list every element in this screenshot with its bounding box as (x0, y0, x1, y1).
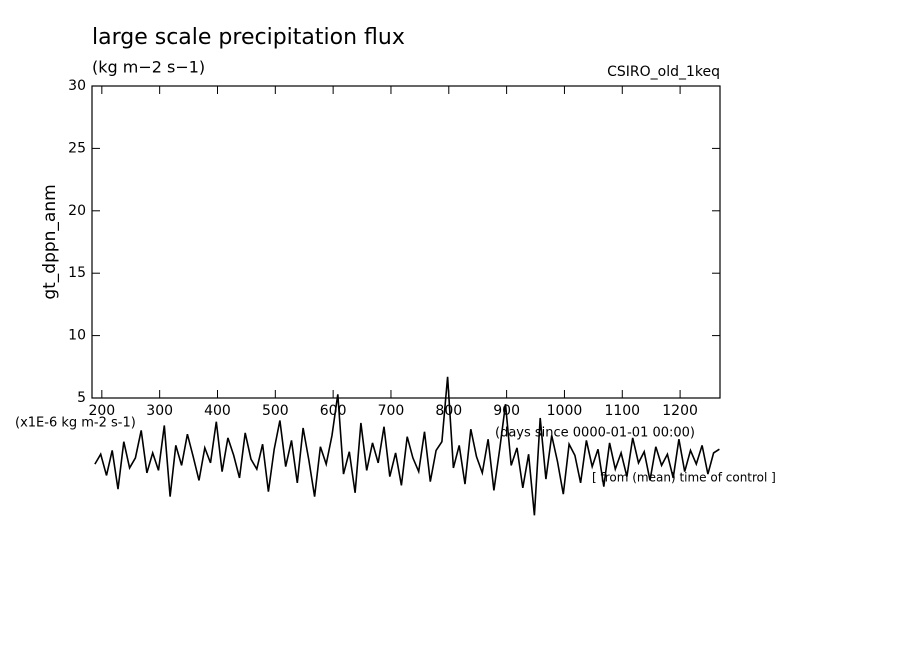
x-tick-label: 600 (320, 403, 347, 419)
x-tick-label: 1000 (547, 403, 583, 419)
y-axis-label: gt_dppn_anm (40, 184, 60, 299)
plot-frame (91, 85, 721, 399)
y-tick-label: 15 (68, 265, 86, 281)
x-tick-label: 1100 (604, 403, 640, 419)
x-tick-label: 700 (378, 403, 405, 419)
y-tick-label: 20 (68, 203, 86, 219)
data-line (94, 376, 720, 516)
y-tick-label: 30 (68, 78, 86, 94)
source-label: CSIRO_old_1keq (607, 64, 720, 80)
x-tick-label: 200 (88, 403, 115, 419)
y-tick-label: 10 (68, 328, 86, 344)
x-tick-label: 300 (146, 403, 173, 419)
note: [ from (mean) time of control ] (592, 471, 776, 485)
y-tick-label: 5 (77, 390, 86, 406)
unit-label: (x1E-6 kg m-2 s-1) (15, 416, 136, 431)
x-axis-label: (days since 0000-01-01 00:00) (495, 426, 695, 441)
y-tick-label: 25 (68, 140, 86, 156)
x-tick-label: 500 (262, 403, 289, 419)
x-tick-label: 800 (435, 403, 462, 419)
x-tick-label: 1200 (662, 403, 698, 419)
x-tick-label: 400 (204, 403, 231, 419)
chart-subtitle: (kg m−2 s−1) (92, 58, 205, 77)
chart-title: large scale precipitation flux (92, 25, 405, 50)
